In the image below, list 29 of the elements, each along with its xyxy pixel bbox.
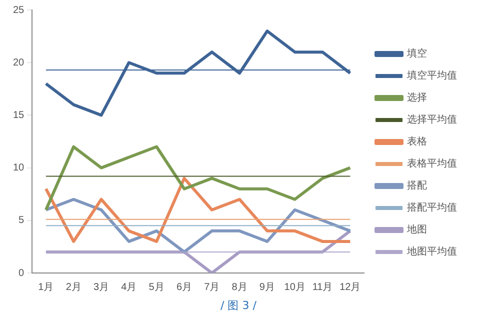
x-tick-label: 1月	[38, 282, 54, 293]
y-tick-label: 20	[13, 57, 25, 68]
legend-label: 表格	[407, 136, 427, 148]
legend-label: 选择平均值	[407, 114, 457, 126]
x-tick-label: 7月	[204, 282, 220, 293]
x-tick-label: 9月	[259, 282, 275, 293]
x-tick-label: 2月	[66, 282, 82, 293]
x-tick-label: 11月	[312, 282, 333, 293]
legend-label: 搭配	[407, 180, 427, 192]
text: / 图 3 /	[220, 298, 258, 313]
legend-label: 填空	[406, 48, 427, 60]
y-tick-label: 25	[13, 4, 25, 16]
y-tick-label: 5	[18, 215, 25, 226]
y-tick-label: 10	[13, 162, 25, 174]
legend-label: 表格平均值	[407, 158, 457, 170]
legend-label: 地图平均值	[406, 246, 457, 258]
y-tick-label: 15	[13, 110, 25, 121]
legend-label: 填空平均值	[406, 70, 457, 82]
y-tick-label: 0	[18, 268, 25, 279]
x-tick-label: 4月	[121, 282, 137, 293]
x-tick-label: 8月	[232, 282, 248, 293]
x-tick-label: 3月	[93, 282, 110, 293]
legend-label: 地图	[406, 224, 427, 236]
legend-label: 搭配平均值	[407, 202, 457, 214]
legend-label: 选择	[407, 92, 427, 104]
x-tick-label: 10月	[284, 282, 306, 293]
x-tick-label: 6月	[176, 282, 192, 293]
x-tick-label: 5月	[148, 282, 164, 293]
x-tick-label: 12月	[340, 282, 361, 293]
